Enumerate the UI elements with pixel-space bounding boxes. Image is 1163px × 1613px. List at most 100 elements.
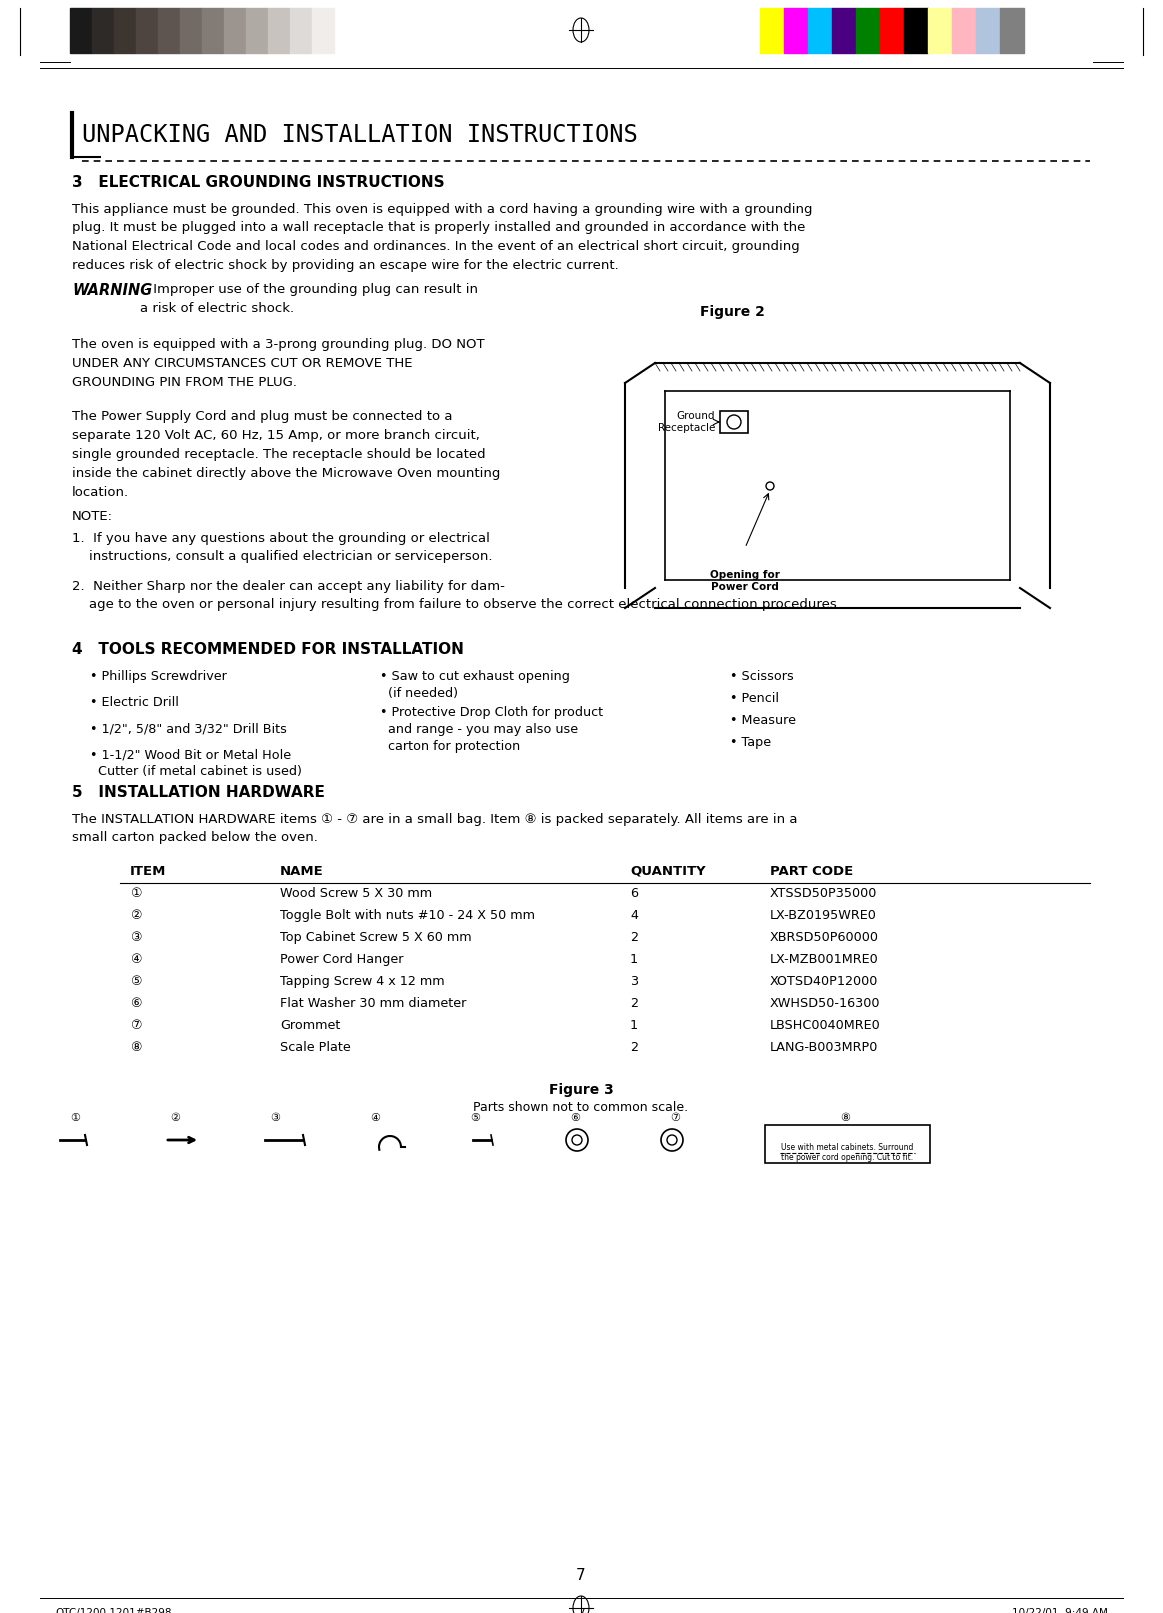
Text: 2: 2	[630, 1040, 638, 1053]
Text: Opening for
Power Cord: Opening for Power Cord	[711, 569, 780, 592]
Text: ③: ③	[270, 1113, 280, 1123]
Bar	[70, 8, 92, 53]
Text: LANG-B003MRP0: LANG-B003MRP0	[770, 1040, 878, 1053]
Bar	[856, 8, 880, 53]
Bar	[247, 8, 267, 53]
Bar	[202, 8, 224, 53]
Text: 10/22/01, 9:49 AM: 10/22/01, 9:49 AM	[1012, 1608, 1108, 1613]
Text: ①: ①	[130, 887, 142, 900]
Text: LX-MZB001MRE0: LX-MZB001MRE0	[770, 953, 879, 966]
Bar	[180, 8, 202, 53]
Bar	[224, 8, 247, 53]
Text: ⑥: ⑥	[130, 997, 142, 1010]
Text: Power Cord Hanger: Power Cord Hanger	[280, 953, 404, 966]
Bar	[784, 8, 808, 53]
Bar	[92, 8, 114, 53]
Text: This appliance must be grounded. This oven is equipped with a cord having a grou: This appliance must be grounded. This ov…	[72, 203, 813, 271]
Text: • Electric Drill: • Electric Drill	[90, 695, 179, 710]
Text: ⑧: ⑧	[840, 1113, 850, 1123]
Bar	[880, 8, 904, 53]
Text: • Tape: • Tape	[730, 736, 771, 748]
Text: Wood Screw 5 X 30 mm: Wood Screw 5 X 30 mm	[280, 887, 433, 900]
Bar	[928, 8, 952, 53]
Text: • 1-1/2" Wood Bit or Metal Hole
  Cutter (if metal cabinet is used): • 1-1/2" Wood Bit or Metal Hole Cutter (…	[90, 748, 302, 777]
Bar	[765, 1124, 930, 1163]
Text: The oven is equipped with a 3-prong grounding plug. DO NOT
UNDER ANY CIRCUMSTANC: The oven is equipped with a 3-prong grou…	[72, 339, 485, 389]
Text: XOTSD40P12000: XOTSD40P12000	[770, 974, 878, 989]
Text: ⑧: ⑧	[130, 1040, 142, 1053]
Text: PART CODE: PART CODE	[770, 865, 854, 877]
Text: • Phillips Screwdriver: • Phillips Screwdriver	[90, 669, 227, 682]
Text: UNPACKING AND INSTALLATION INSTRUCTIONS: UNPACKING AND INSTALLATION INSTRUCTIONS	[83, 123, 637, 147]
Text: 7: 7	[578, 1608, 584, 1613]
Text: XTSSD50P35000: XTSSD50P35000	[770, 887, 877, 900]
Text: • Saw to cut exhaust opening
  (if needed): • Saw to cut exhaust opening (if needed)	[380, 669, 570, 700]
Text: 2.  Neither Sharp nor the dealer can accept any liability for dam-
    age to th: 2. Neither Sharp nor the dealer can acce…	[72, 581, 841, 611]
Text: 3: 3	[630, 974, 638, 989]
Bar	[158, 8, 180, 53]
Text: The Power Supply Cord and plug must be connected to a
separate 120 Volt AC, 60 H: The Power Supply Cord and plug must be c…	[72, 410, 500, 498]
Text: XBRSD50P60000: XBRSD50P60000	[770, 931, 879, 944]
Text: ⑤: ⑤	[470, 1113, 480, 1123]
Text: 3   ELECTRICAL GROUNDING INSTRUCTIONS: 3 ELECTRICAL GROUNDING INSTRUCTIONS	[72, 174, 444, 190]
Bar	[267, 8, 290, 53]
Bar	[290, 8, 312, 53]
Text: ①: ①	[70, 1113, 80, 1123]
Text: 1.  If you have any questions about the grounding or electrical
    instructions: 1. If you have any questions about the g…	[72, 532, 492, 563]
Text: ④: ④	[130, 953, 142, 966]
Text: The INSTALLATION HARDWARE items ① - ⑦ are in a small bag. Item ⑧ is packed separ: The INSTALLATION HARDWARE items ① - ⑦ ar…	[72, 813, 798, 844]
Bar	[312, 8, 334, 53]
Text: • Protective Drop Cloth for product
  and range - you may also use
  carton for : • Protective Drop Cloth for product and …	[380, 706, 604, 753]
Text: ⑦: ⑦	[130, 1019, 142, 1032]
Bar	[136, 8, 158, 53]
Text: Top Cabinet Screw 5 X 60 mm: Top Cabinet Screw 5 X 60 mm	[280, 931, 472, 944]
Text: Use with metal cabinets. Surround
the power cord opening. Cut to fit.: Use with metal cabinets. Surround the po…	[780, 1144, 913, 1163]
Bar	[1000, 8, 1023, 53]
Text: ⑦: ⑦	[670, 1113, 680, 1123]
Bar	[952, 8, 976, 53]
Bar	[976, 8, 1000, 53]
Text: ②: ②	[130, 910, 142, 923]
Text: ③: ③	[130, 931, 142, 944]
Text: 2: 2	[630, 997, 638, 1010]
Text: • Pencil: • Pencil	[730, 692, 779, 705]
Text: • Measure: • Measure	[730, 715, 795, 727]
Text: 1: 1	[630, 953, 638, 966]
Text: OTC/1200,1201#B298: OTC/1200,1201#B298	[55, 1608, 171, 1613]
Text: - Improper use of the grounding plug can result in
a risk of electric shock.: - Improper use of the grounding plug can…	[140, 282, 478, 315]
Text: Toggle Bolt with nuts #10 - 24 X 50 mm: Toggle Bolt with nuts #10 - 24 X 50 mm	[280, 910, 535, 923]
Text: ⑤: ⑤	[130, 974, 142, 989]
Text: Grommet: Grommet	[280, 1019, 341, 1032]
Text: ⑥: ⑥	[570, 1113, 580, 1123]
Bar	[759, 8, 784, 53]
Text: WARNING: WARNING	[72, 282, 152, 298]
Text: 6: 6	[630, 887, 638, 900]
Text: Parts shown not to common scale.: Parts shown not to common scale.	[473, 1102, 688, 1115]
Text: 4: 4	[630, 910, 638, 923]
Text: 2: 2	[630, 931, 638, 944]
Bar	[720, 411, 748, 432]
Text: ②: ②	[170, 1113, 180, 1123]
Text: 1: 1	[630, 1019, 638, 1032]
Bar	[832, 8, 856, 53]
Text: LX-BZ0195WRE0: LX-BZ0195WRE0	[770, 910, 877, 923]
Text: LBSHC0040MRE0: LBSHC0040MRE0	[770, 1019, 880, 1032]
Text: 7: 7	[576, 1568, 586, 1582]
Text: 5   INSTALLATION HARDWARE: 5 INSTALLATION HARDWARE	[72, 786, 324, 800]
Text: • Scissors: • Scissors	[730, 669, 794, 682]
Bar	[808, 8, 832, 53]
Text: • 1/2", 5/8" and 3/32" Drill Bits: • 1/2", 5/8" and 3/32" Drill Bits	[90, 723, 287, 736]
Text: ④: ④	[370, 1113, 380, 1123]
Bar	[114, 8, 136, 53]
Bar	[904, 8, 928, 53]
Text: XWHSD50-16300: XWHSD50-16300	[770, 997, 880, 1010]
Text: QUANTITY: QUANTITY	[630, 865, 706, 877]
Text: NOTE:: NOTE:	[72, 510, 113, 523]
Text: Flat Washer 30 mm diameter: Flat Washer 30 mm diameter	[280, 997, 466, 1010]
Text: Figure 3: Figure 3	[549, 1082, 613, 1097]
Text: NAME: NAME	[280, 865, 323, 877]
Text: Tapping Screw 4 x 12 mm: Tapping Screw 4 x 12 mm	[280, 974, 444, 989]
Text: Ground
Receptacle: Ground Receptacle	[657, 411, 715, 432]
Text: ITEM: ITEM	[130, 865, 166, 877]
Text: 4   TOOLS RECOMMENDED FOR INSTALLATION: 4 TOOLS RECOMMENDED FOR INSTALLATION	[72, 642, 464, 656]
